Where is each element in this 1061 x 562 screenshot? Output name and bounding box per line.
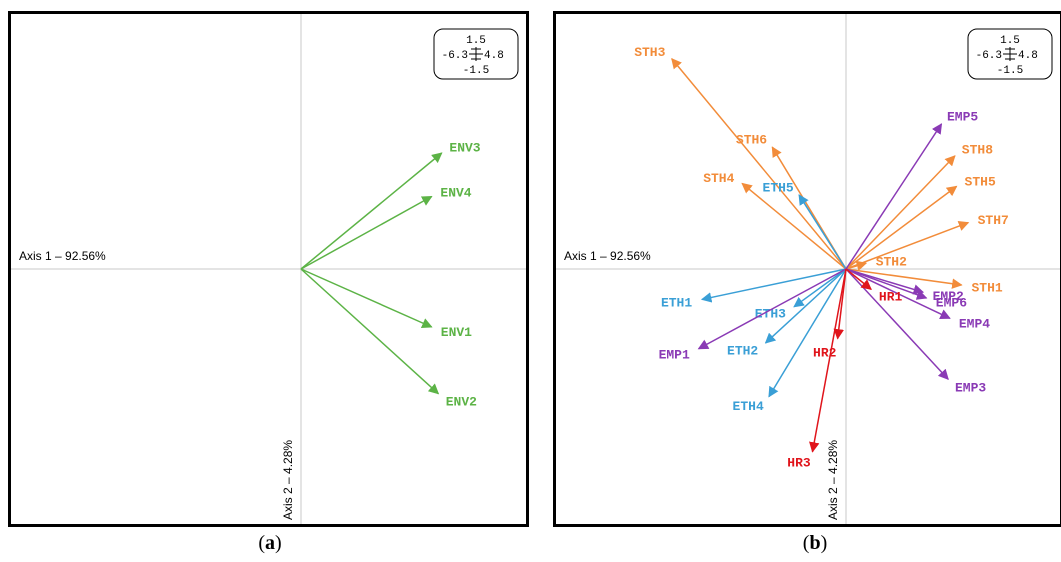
vector-env3 <box>300 152 443 270</box>
label-sth4: STH4 <box>703 171 734 186</box>
label-hr2: HR2 <box>813 346 837 361</box>
label-emp2: EMP2 <box>933 289 964 304</box>
vector-emp5 <box>845 123 943 270</box>
label-hr3: HR3 <box>787 456 811 471</box>
biplot-panel-a: Axis 1 – 92.56% Axis 2 – 4.28% 1.5 -6.3 4.8 -… <box>8 11 529 527</box>
caption-b: (b) <box>802 532 828 554</box>
label-sth2: STH2 <box>876 254 907 269</box>
vector-hr1 <box>845 268 872 290</box>
vector-hr3 <box>809 268 847 453</box>
label-emp3: EMP3 <box>955 381 986 396</box>
label-emp4: EMP4 <box>959 317 990 332</box>
vector-eth4 <box>768 268 847 398</box>
caption-b-letter: b <box>809 532 821 554</box>
vector-env4 <box>300 195 433 270</box>
label-emp1: EMP1 <box>659 348 690 363</box>
label-sth5: STH5 <box>965 174 996 189</box>
scale-box: 1.5 -6.3 4.8 -1.5 <box>967 28 1053 80</box>
label-env3: ENV3 <box>449 141 480 156</box>
label-env2: ENV2 <box>446 394 477 409</box>
caption-a: (a) <box>258 532 282 554</box>
vector-env1 <box>300 268 433 328</box>
scale-right: 4.8 <box>1018 50 1038 62</box>
scale-top: 1.5 <box>466 35 486 47</box>
vector-sth4 <box>741 182 847 270</box>
label-emp6: EMP6 <box>936 295 967 310</box>
label-eth2: ETH2 <box>727 344 758 359</box>
vector-emp4 <box>845 268 951 319</box>
axis-1-label: Axis 1 – 92.56% <box>564 249 651 263</box>
vector-env2 <box>300 268 440 395</box>
vector-sth3 <box>671 57 847 270</box>
label-hr1: HR1 <box>879 290 903 305</box>
label-sth6: STH6 <box>736 133 767 148</box>
label-sth7: STH7 <box>978 213 1009 228</box>
scale-top: 1.5 <box>1000 35 1020 47</box>
vector-emp1 <box>697 268 847 350</box>
label-eth3: ETH3 <box>755 307 786 322</box>
scale-bottom: -1.5 <box>997 65 1023 77</box>
scale-left: -6.3 <box>442 50 468 62</box>
vector-eth1 <box>700 268 847 303</box>
label-eth4: ETH4 <box>733 399 764 414</box>
scale-left: -6.3 <box>976 50 1002 62</box>
biplot-panel-b: Axis 1 – 92.56% Axis 2 – 4.28% 1.5 -6.3 4.8 -… <box>553 11 1061 527</box>
label-sth8: STH8 <box>962 143 993 158</box>
label-env1: ENV1 <box>441 325 472 340</box>
scale-right: 4.8 <box>484 50 504 62</box>
vector-sth1 <box>845 268 963 289</box>
axis-2-label: Axis 2 – 4.28% <box>826 440 840 520</box>
scale-box: 1.5 -6.3 4.8 -1.5 <box>433 28 519 80</box>
scale-bottom: -1.5 <box>463 65 489 77</box>
vector-sth7 <box>845 221 970 270</box>
label-eth1: ETH1 <box>661 296 692 311</box>
vector-eth5 <box>798 194 847 270</box>
vector-emp3 <box>845 268 949 380</box>
label-emp5: EMP5 <box>947 110 978 125</box>
vector-sth5 <box>845 185 958 270</box>
vector-eth3 <box>793 268 847 308</box>
label-eth5: ETH5 <box>763 181 794 196</box>
axis-2-label: Axis 2 – 4.28% <box>281 440 295 520</box>
label-sth3: STH3 <box>634 45 665 60</box>
vector-sth2 <box>845 260 868 271</box>
axis-1-label: Axis 1 – 92.56% <box>19 249 106 263</box>
chart-a: Axis 1 – 92.56% Axis 2 – 4.28% 1.5 -6.3 4.8 -… <box>11 14 526 524</box>
vector-emp6 <box>845 268 928 300</box>
vector-sth8 <box>845 155 956 270</box>
chart-b: Axis 1 – 92.56% Axis 2 – 4.28% 1.5 -6.3 4.8 -… <box>556 14 1060 524</box>
vector-eth2 <box>764 268 847 344</box>
label-env4: ENV4 <box>440 186 471 201</box>
caption-a-letter: a <box>265 532 275 554</box>
label-sth1: STH1 <box>971 280 1002 295</box>
